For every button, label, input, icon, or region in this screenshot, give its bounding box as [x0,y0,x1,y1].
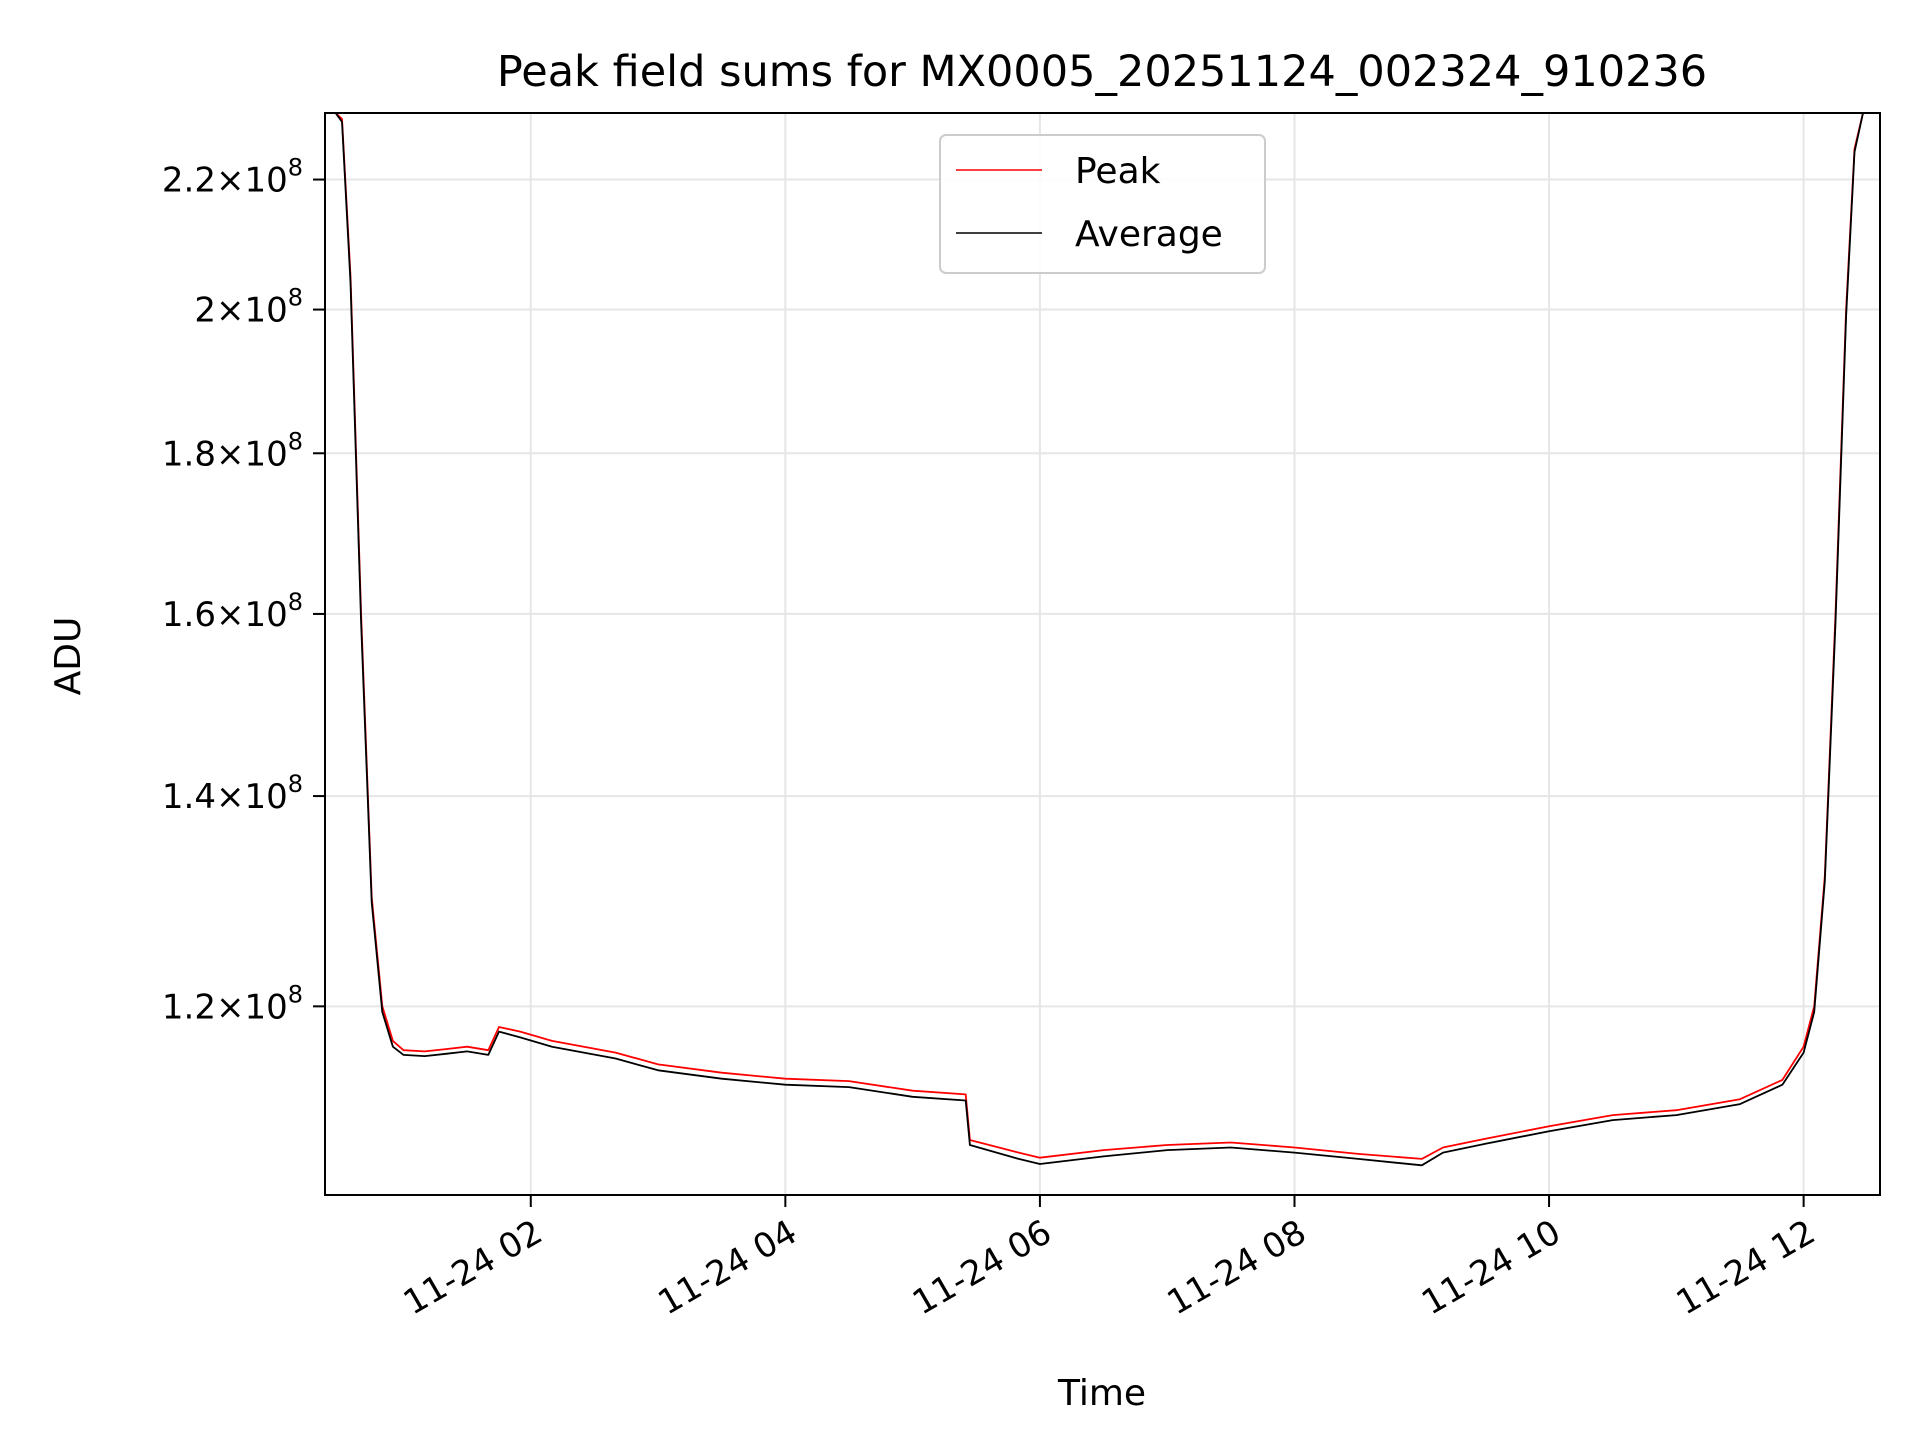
y-tick-base: 10 [244,987,287,1027]
y-tick-base: 10 [244,161,287,201]
y-tick-label: 1.4×108 [162,770,303,817]
y-tick-times: × [216,291,245,331]
y-tick-base: 10 [244,595,287,635]
legend-label-average: Average [1075,214,1223,255]
y-tick-times: × [216,777,245,817]
y-tick-base: 10 [244,777,287,817]
y-tick-label: 2.2×108 [162,154,303,201]
grid [325,113,1880,1195]
y-tick-base: 10 [244,291,287,331]
x-axis-label: Time [1057,1373,1146,1414]
series-layer [325,113,1880,1167]
y-tick-label: 1.6×108 [162,588,303,635]
y-tick-times: × [216,434,245,474]
y-tick-times: × [216,595,245,635]
y-tick-exponent: 8 [288,284,303,312]
y-tick-exponent: 8 [288,980,303,1008]
chart-title: Peak field sums for MX0005_20251124_0023… [497,47,1707,97]
y-tick-label: 2×108 [194,284,303,331]
y-tick-exponent: 8 [288,770,303,798]
y-tick-exponent: 8 [288,427,303,455]
y-tick-mantissa: 2 [194,291,216,331]
y-tick-label: 1.8×108 [162,427,303,474]
y-tick-label: 1.2×108 [162,980,303,1027]
y-tick-mantissa: 1.2 [162,987,216,1027]
plot-frame [324,112,1881,1196]
y-tick-mantissa: 1.6 [162,595,216,635]
series-line-average [325,113,1880,1167]
y-tick-exponent: 8 [288,154,303,182]
y-tick-times: × [216,987,245,1027]
y-tick-mantissa: 1.8 [162,434,216,474]
y-tick-mantissa: 1.4 [162,777,216,817]
y-tick-times: × [216,161,245,201]
y-tick-mantissa: 2.2 [162,161,216,201]
y-tick-exponent: 8 [288,588,303,616]
legend-label-peak: Peak [1075,151,1161,192]
y-tick-base: 10 [244,434,287,474]
y-axis-label: ADU [48,617,89,696]
legend: Peak Average [939,134,1266,274]
